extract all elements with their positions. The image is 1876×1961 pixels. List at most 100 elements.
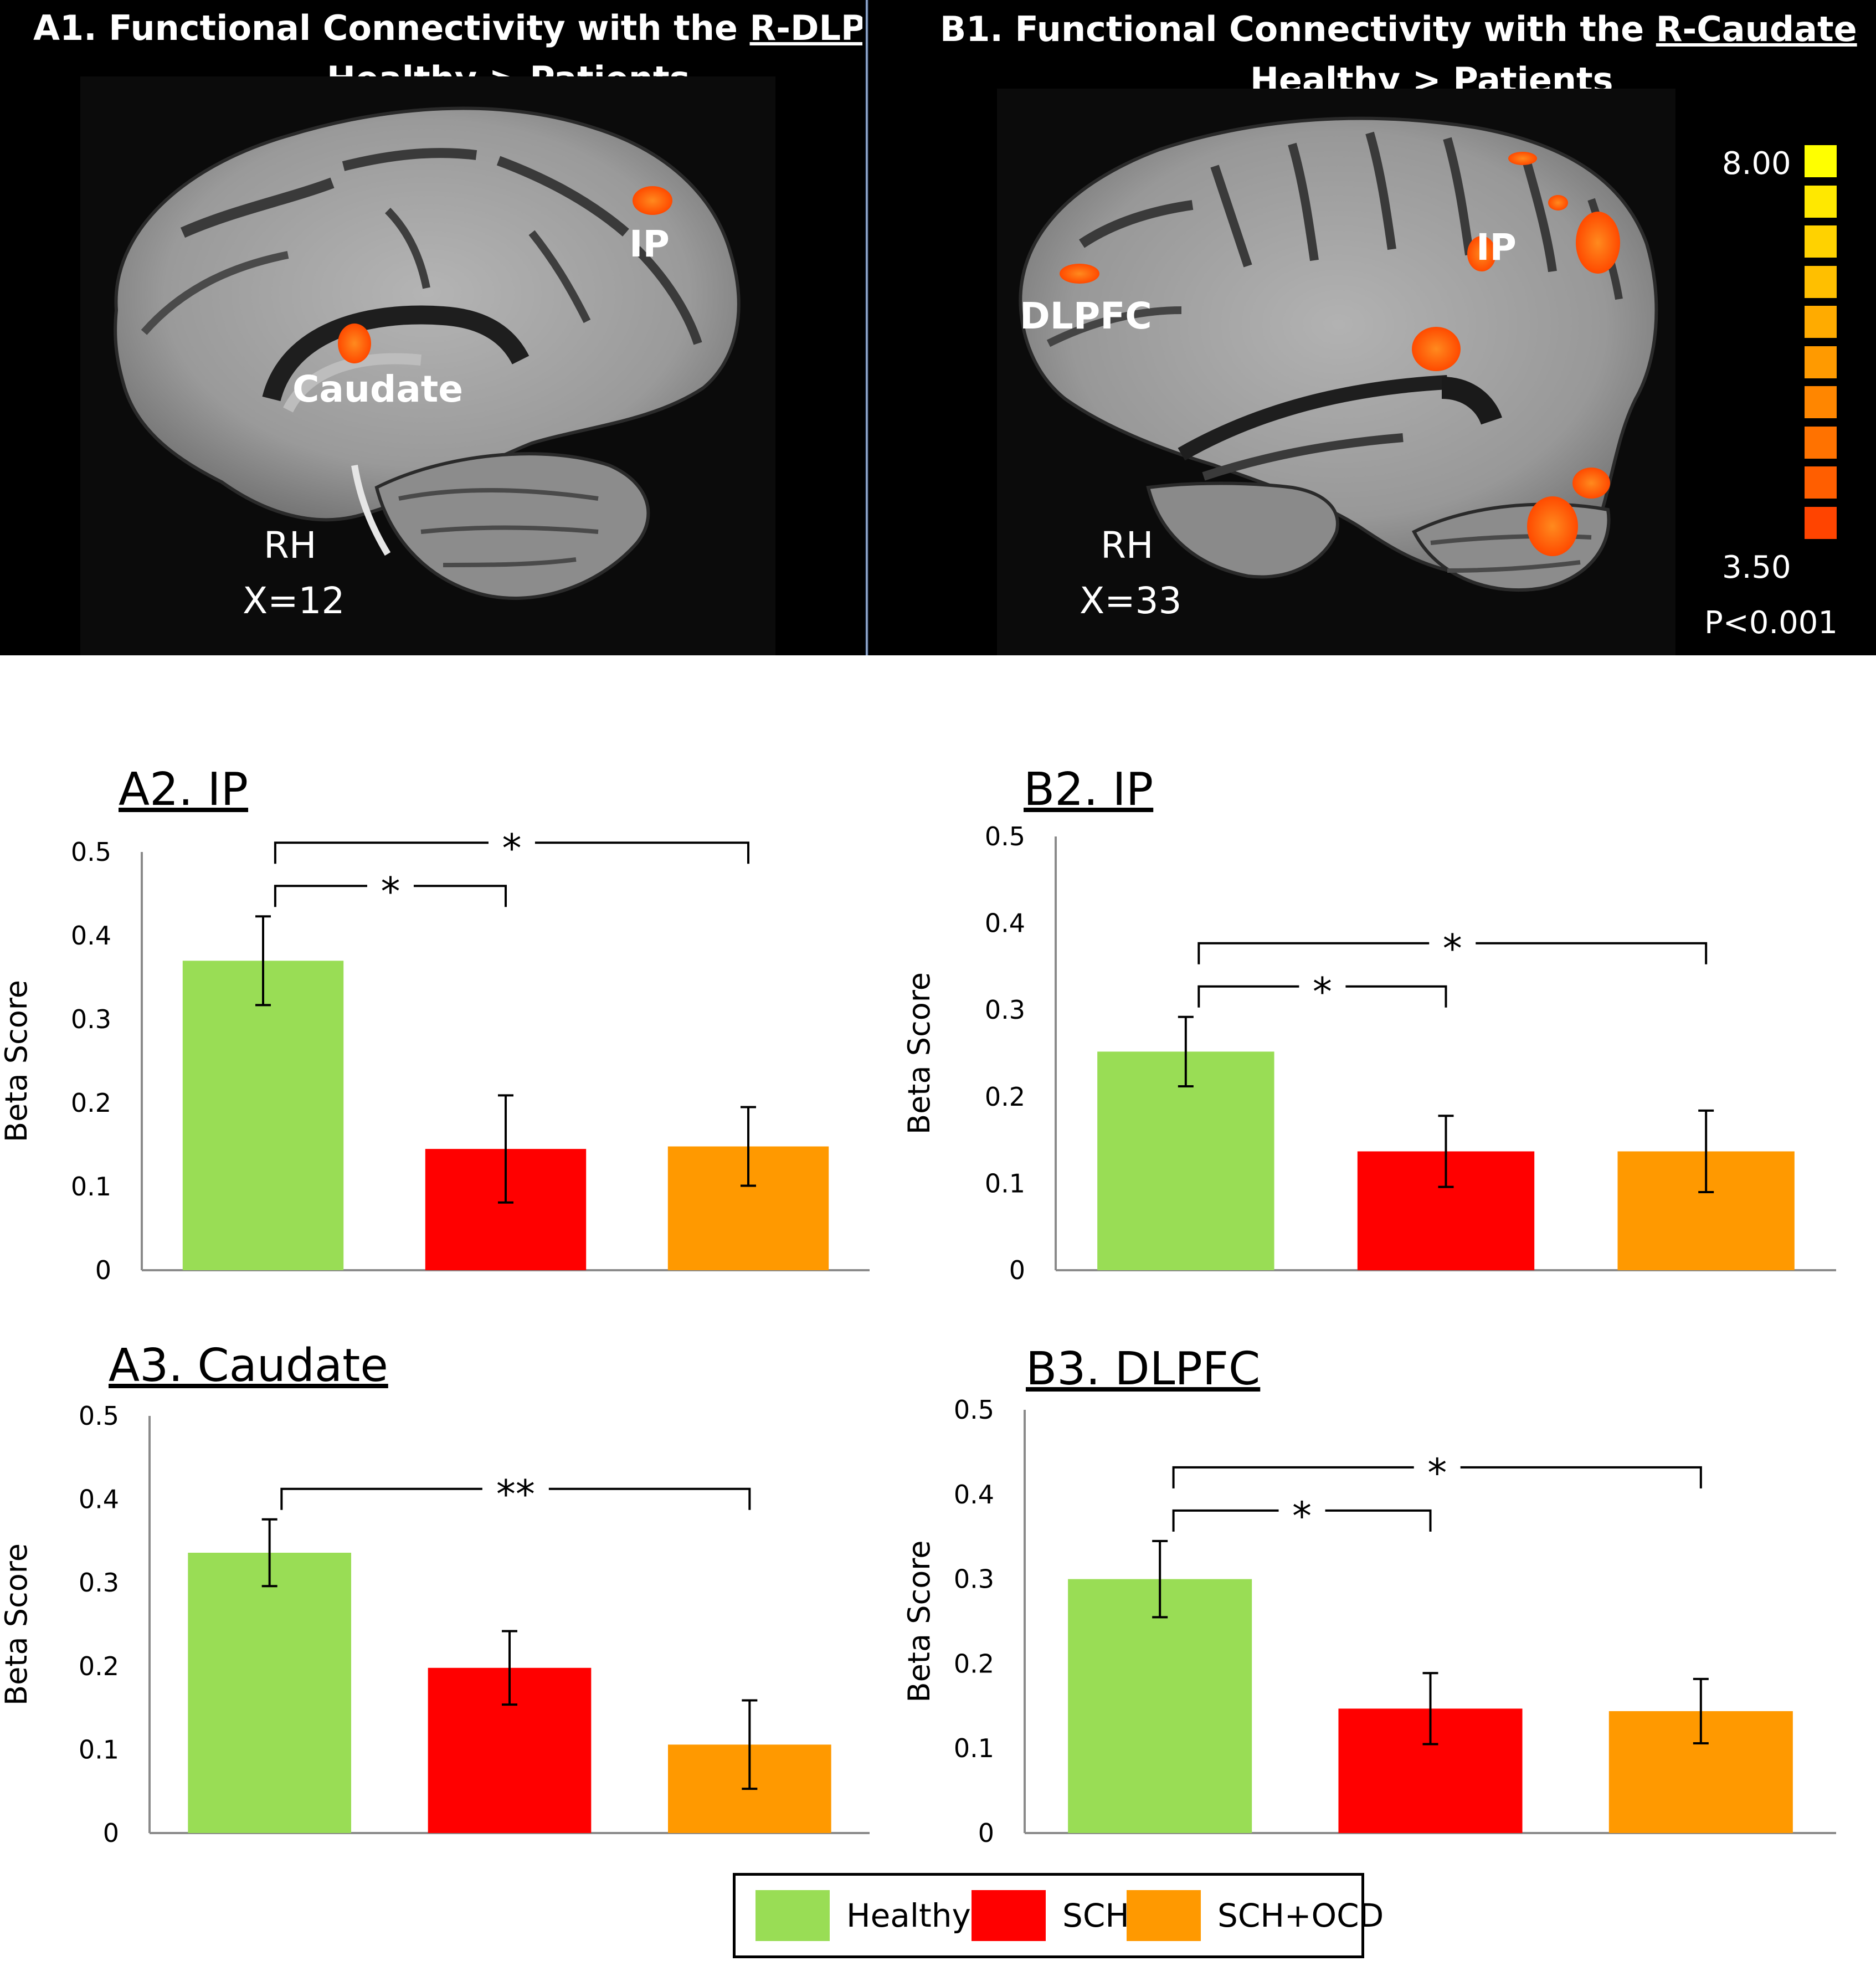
error-bar: [261, 1518, 277, 1588]
brain-panel-b1: B1. Functional Connectivity with the R-C…: [871, 0, 1876, 655]
error-bar: [1422, 1672, 1438, 1746]
legend-item-sch-ocd: SCH+OCD: [1127, 1876, 1384, 1955]
activation-caudate-a1: [338, 324, 371, 363]
error-bar: [1152, 1539, 1168, 1619]
label-ip-b1: IP: [1476, 226, 1517, 269]
legend-swatch-sch-ocd: [1127, 1890, 1201, 1941]
significance-label: *: [1292, 1493, 1312, 1539]
significance-bracket: [280, 1487, 751, 1510]
y-tick-label: 0.3: [79, 1568, 119, 1598]
bar-healthy: [182, 961, 344, 1270]
label-coordinate-a1: X=12: [243, 579, 345, 622]
y-tick-label: 0.4: [71, 921, 111, 951]
legend-label-sch-ocd: SCH+OCD: [1217, 1897, 1384, 1934]
y-tick-label: 0.4: [985, 908, 1025, 938]
significance-bracket: [274, 885, 507, 907]
significance-label: *: [1427, 1450, 1447, 1496]
y-tick-label: 0: [978, 1818, 994, 1848]
color-scale-box: [1805, 145, 1837, 177]
brain-slice-a1: [80, 76, 775, 655]
panel-a1-title: A1. Functional Connectivity with the R-D…: [33, 8, 862, 48]
activation-ip-a1: [633, 186, 672, 215]
significance-bracket: [274, 841, 749, 864]
y-tick-label: 0.4: [79, 1485, 119, 1515]
y-tick-label: 0: [1009, 1255, 1025, 1285]
chart-a3-title: A3. Caudate: [109, 1339, 388, 1392]
label-dlpfc-b1: DLPFC: [1020, 295, 1152, 337]
y-tick-label: 0.5: [985, 822, 1025, 851]
label-hemisphere-b1: RH: [1101, 524, 1154, 567]
error-bar: [742, 1699, 758, 1790]
legend-item-sch: SCH: [972, 1876, 1129, 1955]
y-tick-label: 0.4: [954, 1480, 994, 1510]
y-tick-label: 0.1: [71, 1172, 111, 1202]
significance-label: *: [1443, 926, 1462, 972]
legend-label-healthy: Healthy: [846, 1897, 971, 1934]
error-bar: [741, 1106, 756, 1187]
y-tick-label: 0.2: [79, 1651, 119, 1681]
error-bar: [498, 1094, 513, 1204]
color-scale-box: [1805, 265, 1837, 298]
chart-a3: 0 0.1 0.2 0.3 0.4 0.5 Beta Score **: [0, 1385, 897, 1872]
chart-svg-b3: 0 0.1 0.2 0.3 0.4 0.5 Beta Score * *: [903, 1395, 1836, 1848]
label-caudate-a1: Caudate: [292, 368, 464, 410]
y-tick-label: 0.2: [985, 1082, 1025, 1112]
y-tick-label: 0.3: [71, 1004, 111, 1034]
y-tick-label: 0.2: [71, 1088, 111, 1118]
legend-label-sch: SCH: [1062, 1897, 1129, 1934]
significance-label: *: [502, 825, 521, 871]
significance-label: **: [496, 1472, 535, 1517]
y-tick-label: 0.5: [954, 1395, 994, 1425]
color-scale-min-label: 3.50: [1722, 550, 1791, 586]
y-axis-label: Beta Score: [903, 972, 937, 1134]
y-tick-label: 0.5: [71, 837, 111, 867]
bar-healthy: [1097, 1051, 1274, 1270]
label-ip-a1: IP: [629, 223, 670, 265]
activation-dlpfc-b1: [1060, 264, 1099, 284]
y-axis-label: Beta Score: [0, 980, 34, 1142]
activation-occipital-b1: [1572, 468, 1610, 499]
chart-a2-title: A2. IP: [119, 763, 249, 816]
significance-bracket: [1172, 1509, 1432, 1532]
color-scale-max-label: 8.00: [1722, 146, 1791, 182]
color-scale-box: [1805, 306, 1837, 338]
chart-b3: 0 0.1 0.2 0.3 0.4 0.5 Beta Score * *: [903, 1385, 1876, 1872]
y-tick-label: 0.3: [954, 1564, 994, 1594]
label-hemisphere-a1: RH: [264, 524, 317, 567]
activation-insula-b1: [1412, 327, 1461, 371]
significance-bracket: [1197, 985, 1447, 1008]
chart-svg-a2: 0 0.1 0.2 0.3 0.4 0.5 Beta Score * *: [0, 825, 870, 1285]
chart-a2: 0 0.1 0.2 0.3 0.4 0.5 Beta Score * *: [0, 809, 897, 1296]
label-coordinate-b1: X=33: [1080, 579, 1182, 622]
y-tick-label: 0.1: [985, 1168, 1025, 1198]
activation-top-b1: [1508, 152, 1537, 165]
color-scale-box: [1805, 466, 1837, 499]
y-tick-label: 0.3: [985, 995, 1025, 1025]
y-tick-label: 0: [95, 1255, 111, 1285]
y-axis-label: Beta Score: [903, 1541, 937, 1703]
error-bar: [502, 1630, 517, 1706]
brain-slice-b1: [997, 89, 1675, 655]
error-bar: [255, 915, 271, 1007]
activation-small-b1: [1548, 195, 1568, 211]
color-scale-box: [1805, 426, 1837, 459]
error-bar: [1178, 1015, 1194, 1088]
chart-svg-b2: 0 0.1 0.2 0.3 0.4 0.5 Beta Score * *: [903, 822, 1836, 1285]
y-tick-label: 0: [103, 1818, 119, 1848]
activation-cerebellum-b1: [1527, 496, 1578, 556]
chart-b2: 0 0.1 0.2 0.3 0.4 0.5 Beta Score * *: [903, 809, 1876, 1296]
y-tick-label: 0.5: [79, 1401, 119, 1431]
legend: Healthy SCH SCH+OCD: [733, 1873, 1384, 1958]
activation-ip-b1: [1467, 236, 1496, 271]
bar-healthy: [188, 1552, 351, 1833]
legend-swatch-healthy: [755, 1890, 830, 1941]
panel-divider: [862, 0, 871, 655]
error-bar: [1698, 1109, 1714, 1194]
chart-b3-title: B3. DLPFC: [1026, 1343, 1261, 1395]
y-tick-label: 0.2: [954, 1649, 994, 1678]
significance-bracket: [1172, 1466, 1702, 1488]
chart-svg-a3: 0 0.1 0.2 0.3 0.4 0.5 Beta Score **: [0, 1401, 870, 1848]
chart-b2-title: B2. IP: [1024, 763, 1154, 816]
legend-item-healthy: Healthy: [755, 1876, 971, 1955]
error-bar: [1693, 1677, 1709, 1745]
